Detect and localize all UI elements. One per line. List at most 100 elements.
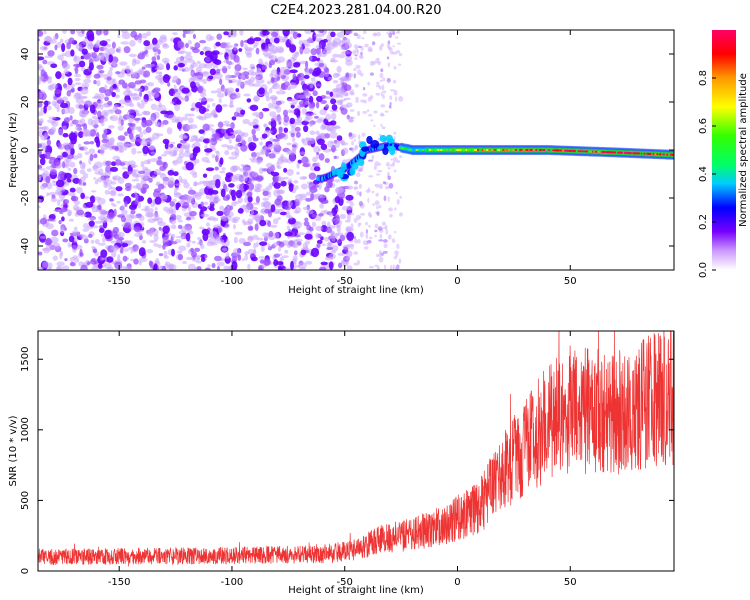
noise-cell [66,41,72,50]
noise-cell [38,251,43,256]
sparse-noise-cell [392,80,397,84]
noise-cell [251,234,259,240]
noise-cell [109,218,113,223]
noise-cell [283,267,292,270]
noise-cell [148,144,155,150]
noise-cell [46,266,52,270]
noise-cell [97,197,106,205]
noise-cell [247,69,255,76]
noise-cell [98,87,107,94]
x-tick-label: -100 [221,276,244,287]
noise-cell [170,141,176,145]
noise-cell [151,89,157,94]
noise-cell [103,47,109,52]
noise-cell [303,221,310,227]
noise-cell [215,104,223,113]
noise-cell [253,249,257,255]
noise-cell [163,113,169,118]
noise-cell [170,224,177,230]
noise-cell [213,194,220,201]
noise-cell [40,69,46,77]
sparse-noise-cell [396,160,401,164]
noise-cell [40,107,45,112]
sparse-noise-cell [374,229,378,233]
noise-cell [147,197,153,205]
noise-cell [235,134,242,143]
noise-cell [113,104,119,110]
noise-cell [310,48,318,56]
noise-cell [94,239,100,245]
noise-cell [289,36,293,44]
noise-cell [144,49,149,54]
noise-cell [84,110,89,116]
sparse-noise-cell [380,91,383,97]
noise-cell [130,247,134,254]
noise-cell [304,217,309,222]
sparse-noise-cell [357,238,361,244]
noise-cell [224,44,233,49]
sparse-noise-cell [362,110,368,114]
noise-cell [63,198,70,205]
noise-cell [38,266,44,270]
noise-cell [294,126,301,132]
sparse-noise-cell [362,30,367,35]
noise-cell [136,150,142,154]
noise-cell [185,51,192,56]
sparse-noise-cell [393,230,397,234]
noise-cell [177,224,183,229]
noise-cell [94,179,99,185]
noise-cell [246,98,252,103]
noise-cell [123,46,131,54]
noise-cell [315,232,320,239]
noise-cell [216,92,225,98]
noise-cell [261,64,268,71]
sparse-noise-cell [358,134,361,140]
noise-cell [162,44,170,49]
noise-cell [345,194,354,201]
sparse-noise-cell [390,89,395,92]
noise-cell [268,59,276,66]
noise-cell [304,117,311,122]
noise-cell [70,135,77,145]
noise-cell [57,199,61,207]
noise-cell [52,36,58,41]
noise-cell [290,104,295,109]
sparse-noise-cell [387,40,391,45]
noise-cell [128,81,136,89]
sparse-noise-cell [363,246,369,250]
noise-cell [346,265,353,270]
noise-cell [304,60,309,69]
noise-cell [193,72,199,77]
noise-cell [309,121,313,127]
noise-cell [157,49,161,55]
sparse-noise-cell [356,190,360,196]
noise-cell [61,42,66,53]
noise-cell [190,46,198,51]
noise-cell [156,266,166,270]
sparse-noise-cell [395,266,399,270]
noise-cell [161,153,167,157]
noise-cell [247,248,255,255]
noise-cell [204,267,211,270]
noise-cell [154,50,158,58]
noise-cell [45,166,54,170]
noise-cell [316,242,321,248]
noise-cell [320,136,327,140]
noise-cell [109,198,114,202]
sparse-noise-cell [372,203,375,206]
noise-cell [326,39,331,46]
noise-cell [255,114,263,118]
noise-cell [225,210,234,218]
noise-cell [253,41,260,47]
noise-cell [120,119,124,126]
sparse-noise-cell [368,236,373,240]
noise-cell [51,229,59,237]
noise-cell [202,123,210,132]
noise-cell [218,97,222,104]
x-tick-label: -150 [108,276,131,287]
noise-cell [223,31,229,36]
noise-cell [269,111,277,118]
sparse-noise-cell [357,69,362,76]
noise-cell [204,50,213,57]
noise-cell [232,30,237,36]
